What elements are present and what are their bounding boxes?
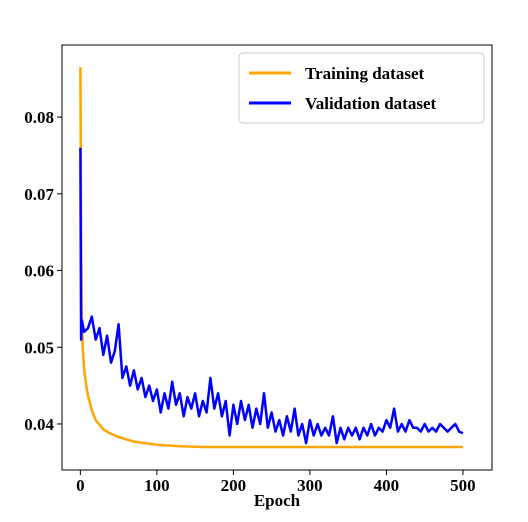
x-tick-label: 0	[76, 476, 85, 495]
x-tick-label: 500	[450, 476, 476, 495]
plot-frame	[61, 44, 493, 471]
y-tick-label: 0.08	[24, 108, 54, 127]
y-tick-label: 0.07	[24, 185, 54, 204]
x-tick-label: 100	[144, 476, 170, 495]
x-axis-label: Epoch	[254, 491, 301, 510]
y-tick-label: 0.06	[24, 262, 54, 281]
legend-box	[238, 52, 485, 124]
y-tick-label: 0.05	[24, 338, 54, 357]
series-line	[79, 147, 464, 445]
x-tick-label: 200	[221, 476, 247, 495]
x-tick-label: 400	[374, 476, 400, 495]
x-tick-label: 300	[297, 476, 323, 495]
series-line	[79, 67, 463, 449]
legend-label: Training dataset	[305, 64, 425, 83]
legend-label: Validation dataset	[305, 94, 436, 113]
y-tick-label: 0.04	[24, 415, 54, 434]
